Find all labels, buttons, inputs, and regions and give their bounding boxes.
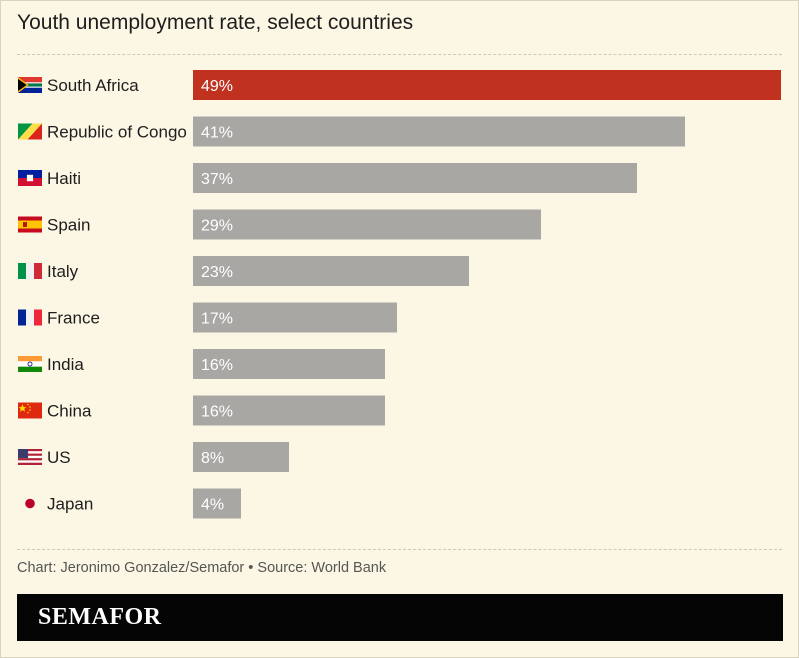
france-flag-icon: [18, 309, 42, 326]
bar-row: India 16%: [18, 349, 385, 379]
value-label: 37%: [201, 171, 233, 188]
category-label: Republic of Congo: [47, 123, 187, 142]
spain-flag-icon: [18, 216, 42, 233]
haiti-flag-icon: [18, 170, 42, 186]
category-label: China: [47, 402, 92, 421]
chart-title: Youth unemployment rate, select countrie…: [17, 11, 414, 34]
republic-of-congo-flag-icon: [18, 123, 42, 140]
bar-row: France 17%: [18, 302, 397, 333]
bar: [193, 442, 289, 472]
italy-flag-icon: [18, 263, 42, 279]
bar: [193, 116, 685, 147]
credit-separator: •: [248, 560, 254, 576]
bar-row: US 8%: [18, 442, 289, 472]
category-label: Japan: [47, 495, 93, 514]
semafor-logo: SEMAFOR: [38, 604, 162, 630]
south-africa-flag-icon: [18, 77, 42, 93]
bar: [193, 302, 397, 333]
india-flag-icon: [18, 356, 42, 372]
bar-row: China 16%: [18, 395, 385, 426]
bar-row: Spain 29%: [18, 209, 541, 240]
bar-row: Haiti 37%: [18, 163, 637, 193]
bar: [193, 256, 469, 286]
value-label: 29%: [201, 218, 233, 235]
value-label: 16%: [201, 404, 233, 421]
value-label: 23%: [201, 264, 233, 281]
category-label: Italy: [47, 262, 79, 281]
bar: [193, 209, 541, 240]
category-label: India: [47, 355, 84, 374]
value-label: 16%: [201, 357, 233, 374]
bar: [193, 349, 385, 379]
chart-credits: Chart: Jeronimo Gonzalez/Semafor • Sourc…: [17, 560, 386, 576]
value-label: 8%: [201, 450, 224, 467]
bar: [193, 163, 637, 193]
value-label: 49%: [201, 78, 233, 95]
bar-row: Italy 23%: [18, 256, 469, 286]
category-label: Spain: [47, 216, 90, 235]
value-label: 41%: [201, 125, 233, 142]
bar-row: Japan 4%: [25, 488, 241, 519]
china-flag-icon: [18, 402, 42, 419]
bar: [193, 488, 241, 519]
chart-source: Source: World Bank: [257, 560, 387, 576]
bar: [193, 395, 385, 426]
bar-row: Republic of Congo 41%: [18, 116, 685, 147]
bottom-divider: [17, 549, 782, 550]
category-label: South Africa: [47, 76, 139, 95]
bar-row: South Africa 49%: [18, 70, 781, 100]
top-divider: [17, 54, 782, 55]
category-label: Haiti: [47, 169, 81, 188]
us-flag-icon: [18, 449, 42, 465]
japan-flag-icon: [25, 498, 35, 509]
bar-chart: South Africa 49% Republic of Congo 41% Haiti…: [18, 70, 781, 519]
chart-credit: Chart: Jeronimo Gonzalez/Semafor: [17, 560, 245, 576]
value-label: 17%: [201, 311, 233, 328]
value-label: 4%: [201, 497, 224, 514]
category-label: France: [47, 309, 100, 328]
brand-bar: SEMAFOR: [17, 594, 783, 641]
bar: [193, 70, 781, 100]
category-label: US: [47, 448, 71, 467]
